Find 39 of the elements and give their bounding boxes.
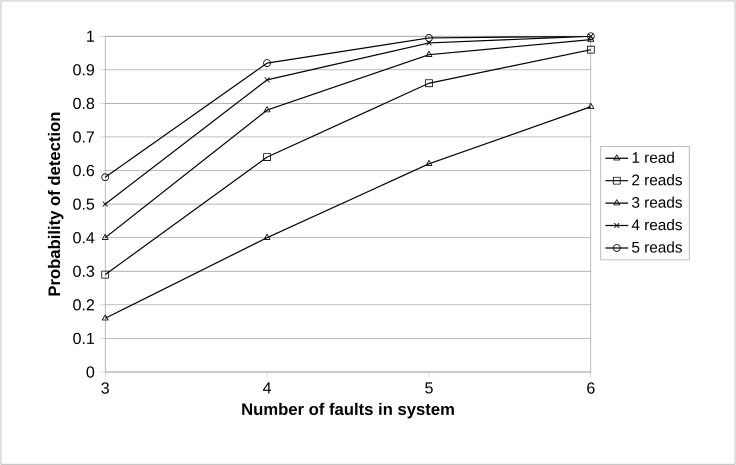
point <box>586 46 595 54</box>
legend-label: 2 reads <box>632 174 682 186</box>
x-tick-label: 5 <box>425 382 433 394</box>
point <box>264 76 270 83</box>
x-tick-label: 4 <box>263 382 272 394</box>
point <box>263 59 271 67</box>
legend-label: 4 reads <box>632 218 682 230</box>
point <box>425 79 433 88</box>
y-tick-label: 0 <box>86 366 94 378</box>
y-tick-label: 0.6 <box>73 164 94 176</box>
x-tick-label: 6 <box>587 382 595 394</box>
y-tick-label: 0.7 <box>73 131 94 143</box>
point <box>102 314 109 320</box>
point <box>102 201 108 207</box>
y-tick-label: 1 <box>87 30 94 42</box>
legend-label: 5 reads <box>632 241 682 253</box>
point <box>264 234 270 240</box>
y-tick-label: 0.3 <box>73 266 94 277</box>
point <box>426 50 432 57</box>
legend-label: 3 reads <box>632 196 682 208</box>
point <box>426 40 432 46</box>
y-tick-label: 0.9 <box>73 64 94 76</box>
point <box>101 173 110 182</box>
y-axis-title: Probability of detection <box>48 112 64 296</box>
point <box>426 160 432 166</box>
legend-label: 1 read <box>632 152 674 163</box>
point <box>425 34 433 42</box>
point <box>263 153 271 161</box>
y-tick-label: 0.4 <box>73 232 94 244</box>
x-tick-label: 3 <box>101 382 109 394</box>
point <box>587 102 594 109</box>
point <box>102 234 109 240</box>
y-tick-label: 0.1 <box>73 332 94 344</box>
y-tick-label: 0.8 <box>73 98 94 109</box>
y-tick-label: 0.5 <box>73 198 94 210</box>
point <box>264 106 270 112</box>
x-axis-title: Number of faults in system <box>242 402 454 418</box>
y-tick-label: 0.2 <box>73 299 94 310</box>
point <box>101 270 110 278</box>
